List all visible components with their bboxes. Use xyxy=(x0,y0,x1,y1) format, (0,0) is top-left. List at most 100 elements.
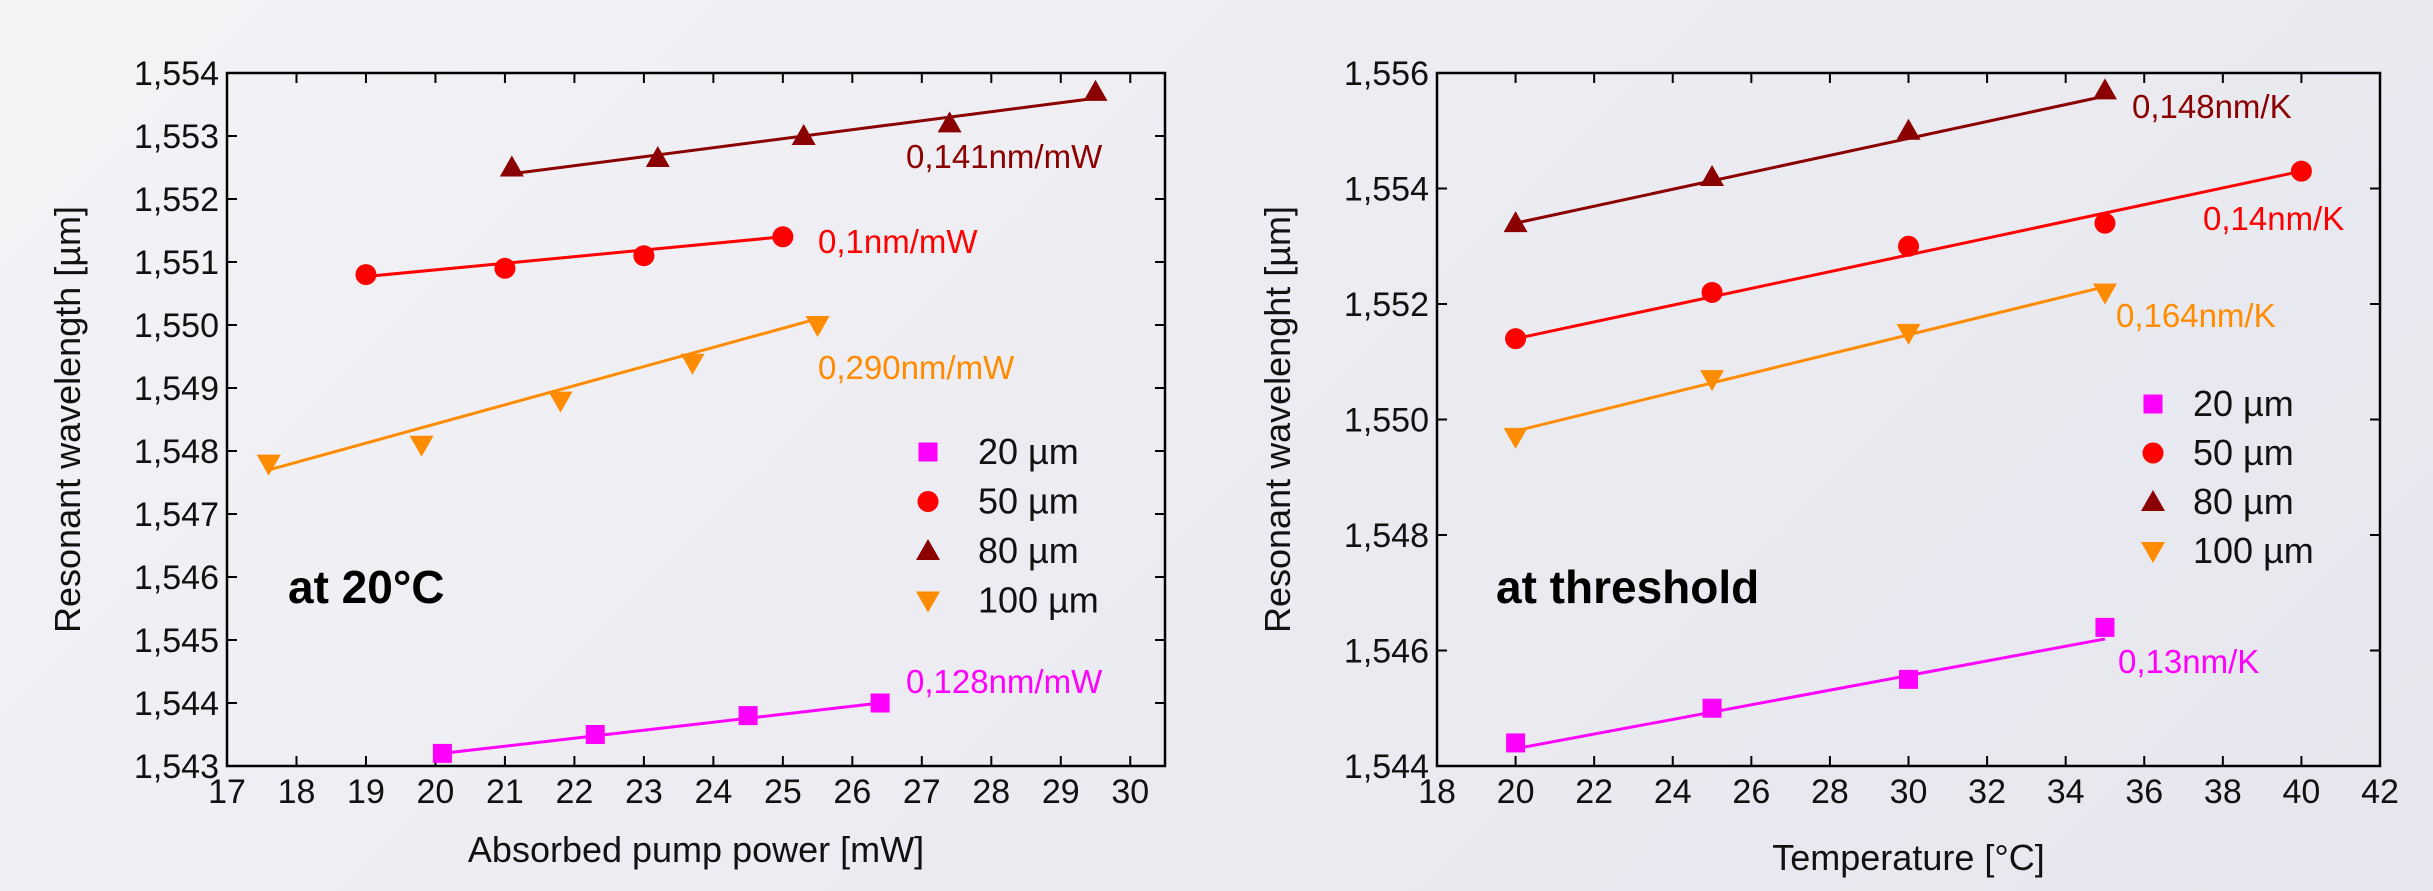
x-tick-label: 21 xyxy=(486,773,524,811)
legend-label: 100 µm xyxy=(978,580,1099,621)
legend-marker xyxy=(917,491,939,512)
legend: 20 µm 50 µm 80 µm 100 µm xyxy=(916,431,1099,621)
temperature-chart: 18 20 22 24 26 28 30 32 34 36 38 40 42 1,544 1,546 1,54… xyxy=(1257,55,2399,878)
data-point xyxy=(1896,118,1921,140)
legend-marker xyxy=(916,539,940,560)
y-tick-label: 1,554 xyxy=(1344,171,1429,209)
y-tick-label: 1,554 xyxy=(134,55,219,93)
data-point xyxy=(1700,370,1725,392)
slope-label: 0,13nm/K xyxy=(2118,643,2259,680)
slope-label: 0,290nm/mW xyxy=(818,349,1015,386)
x-tick-label: 27 xyxy=(903,773,941,811)
y-tick-label: 1,551 xyxy=(134,244,219,282)
data-point xyxy=(2092,283,2117,305)
x-tick-label: 19 xyxy=(347,773,385,811)
data-point xyxy=(409,435,434,457)
y-tick-label: 1,544 xyxy=(134,685,219,723)
slope-label: 0,148nm/K xyxy=(2132,88,2292,125)
fit-line xyxy=(365,235,783,278)
legend-label: 80 µm xyxy=(978,530,1079,571)
y-tick-label: 1,552 xyxy=(1344,286,1429,324)
legend-label: 20 µm xyxy=(978,431,1079,472)
fit-line xyxy=(1515,94,2106,225)
x-tick-label: 24 xyxy=(1654,773,1692,811)
plot-frame xyxy=(225,71,1167,768)
legend-label: 50 µm xyxy=(2193,432,2294,473)
y-tick-label: 1,548 xyxy=(1344,517,1429,555)
x-tick-label: 32 xyxy=(1968,773,2006,811)
series-triangle-down: 0,290nm/mW xyxy=(256,316,1015,476)
legend-marker xyxy=(2142,442,2164,464)
data-point xyxy=(1505,328,1527,350)
y-tick-label: 1,550 xyxy=(1344,402,1429,440)
legend-label: 80 µm xyxy=(2193,481,2294,522)
y-tick-label: 1,543 xyxy=(134,748,219,786)
legend-marker xyxy=(2141,542,2165,563)
x-tick-label: 28 xyxy=(972,773,1010,811)
fit-line xyxy=(1515,285,2106,433)
x-tick-label: 18 xyxy=(278,773,316,811)
slope-label: 0,1nm/mW xyxy=(818,223,978,260)
data-point xyxy=(1083,79,1108,101)
data-point xyxy=(548,391,573,413)
legend-label: 100 µm xyxy=(2193,530,2314,571)
fit-line xyxy=(268,317,818,472)
x-tick-label: 42 xyxy=(2361,773,2399,811)
data-point xyxy=(805,316,830,337)
condition-annotation: at threshold xyxy=(1496,561,1759,613)
x-tick-label: 25 xyxy=(764,773,802,811)
x-axis-title: Absorbed pump power [mW] xyxy=(468,829,924,870)
legend-marker xyxy=(918,442,938,462)
y-tick-label: 1,546 xyxy=(134,559,219,597)
series-circle: 0,14nm/K xyxy=(1505,160,2344,350)
data-point xyxy=(1898,235,1919,257)
data-point xyxy=(1503,211,1528,233)
data-point xyxy=(1899,669,1918,689)
x-tick-label: 29 xyxy=(1042,773,1080,811)
y-tick-label: 1,544 xyxy=(1344,748,1429,786)
data-point xyxy=(355,264,377,286)
legend-marker xyxy=(2141,490,2165,511)
x-tick-label: 18 xyxy=(1418,773,1456,811)
data-point xyxy=(645,146,670,168)
x-tick-label: 20 xyxy=(1497,773,1535,811)
fit-line xyxy=(1515,637,2106,751)
legend-marker xyxy=(916,591,940,613)
pump-power-chart: 17 18 19 20 21 22 23 24 25 26 27 28 29 30 1,543 1,544 1,… xyxy=(47,55,1167,870)
data-point xyxy=(680,353,705,375)
y-tick-label: 1,547 xyxy=(134,496,219,534)
y-tick-label: 1,548 xyxy=(134,433,219,471)
data-point xyxy=(1701,281,1723,303)
series-triangle-up: 0,141nm/mW xyxy=(499,79,1108,177)
condition-annotation: at 20°C xyxy=(288,561,444,613)
data-point xyxy=(2092,78,2117,100)
y-axis-title: Resonant wavelenght [µm] xyxy=(1257,206,1298,633)
x-tick-label: 30 xyxy=(1890,773,1928,811)
x-tick-label: 24 xyxy=(694,773,732,811)
data-point xyxy=(256,454,281,476)
legend-label: 20 µm xyxy=(2193,383,2294,424)
x-tick-label: 34 xyxy=(2047,773,2085,811)
data-point xyxy=(870,693,890,713)
y-axis-title: Resonant wavelength [µm] xyxy=(47,206,88,633)
y-tick-label: 1,546 xyxy=(1344,633,1429,671)
series-circle: 0,1nm/mW xyxy=(355,223,978,286)
y-tick-label: 1,545 xyxy=(134,622,219,660)
slope-label: 0,14nm/K xyxy=(2203,200,2344,237)
y-tick-label: 1,552 xyxy=(134,181,219,219)
data-point xyxy=(1503,427,1528,449)
data-point xyxy=(791,124,816,145)
data-point xyxy=(432,743,452,763)
data-point xyxy=(633,245,655,267)
slope-label: 0,128nm/mW xyxy=(906,663,1103,700)
x-tick-label: 36 xyxy=(2125,773,2163,811)
legend-marker xyxy=(2143,394,2163,414)
x-tick-label: 40 xyxy=(2283,773,2321,811)
data-point xyxy=(494,257,516,279)
y-tick-label: 1,550 xyxy=(134,307,219,345)
x-axis-title: Temperature [°C] xyxy=(1772,837,2045,878)
series-square: 0,128nm/mW xyxy=(432,663,1103,763)
data-point xyxy=(1506,733,1526,753)
x-tick-label: 38 xyxy=(2204,773,2242,811)
